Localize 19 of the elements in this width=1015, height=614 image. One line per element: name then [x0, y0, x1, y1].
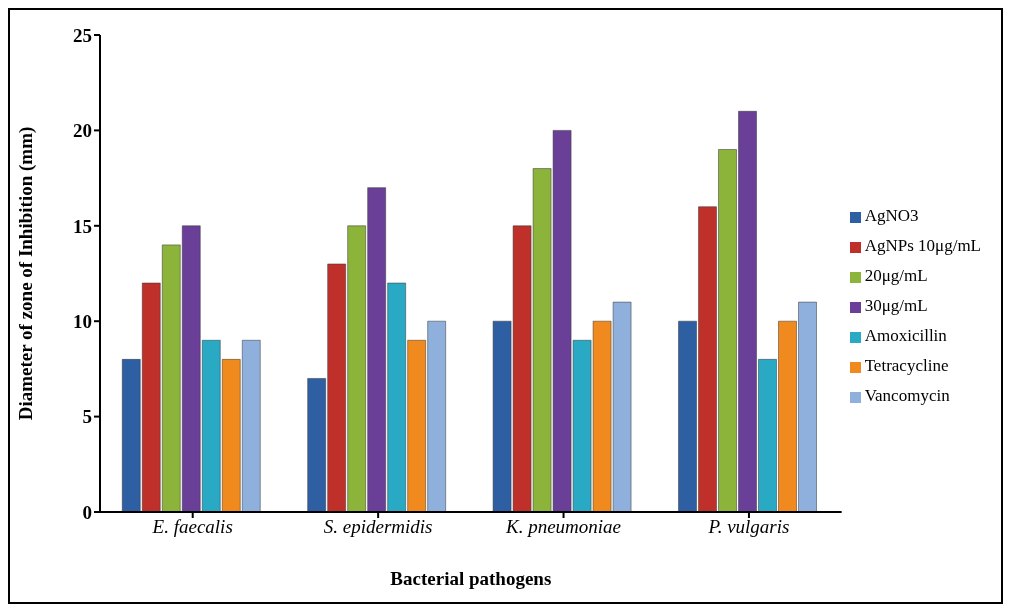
y-tick-label: 0: [82, 501, 92, 523]
x-tick-label: P. vulgaris: [707, 516, 790, 538]
legend-label: 20μg/mL: [864, 266, 928, 285]
y-tick-label: 20: [73, 120, 92, 142]
legend-label: AgNO3: [864, 206, 919, 225]
x-tick-label: S. epidermidis: [323, 516, 433, 538]
y-axis-title: Diameter of zone of Inhibition (mm): [14, 126, 37, 421]
legend-label: Tetracycline: [864, 356, 949, 375]
legend-label: 30μg/mL: [864, 296, 928, 315]
legend-label: AgNPs 10μg/mL: [864, 236, 981, 255]
x-axis-title: Bacterial pathogens: [390, 568, 552, 590]
x-tick-label: E. faecalis: [151, 516, 233, 538]
x-tick-label: K. pneumoniae: [505, 516, 622, 538]
legend-label: Amoxicillin: [864, 326, 947, 345]
y-tick-label: 5: [82, 406, 92, 428]
legend-label: Vancomycin: [864, 386, 950, 405]
y-tick-label: 25: [73, 24, 92, 46]
y-tick-label: 10: [73, 310, 92, 332]
y-tick-label: 15: [73, 215, 92, 237]
